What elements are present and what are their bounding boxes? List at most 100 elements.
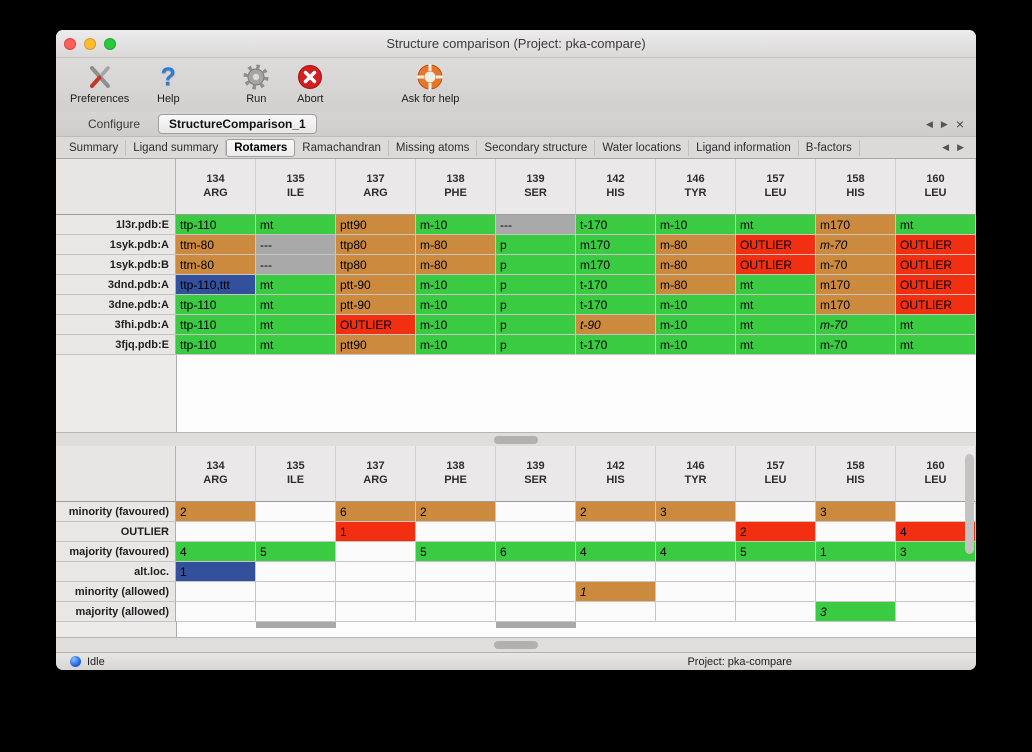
subtab-b-factors[interactable]: B-factors: [799, 139, 860, 156]
cell[interactable]: 6: [496, 542, 576, 562]
cell[interactable]: ttm-80: [176, 255, 256, 275]
row-label[interactable]: OUTLIER: [56, 522, 176, 542]
column-header[interactable]: 138 PHE: [416, 446, 496, 502]
cell[interactable]: 4: [176, 542, 256, 562]
cell[interactable]: [496, 602, 576, 622]
cell[interactable]: p: [496, 315, 576, 335]
cell[interactable]: ---: [496, 215, 576, 235]
cell[interactable]: m-10: [416, 315, 496, 335]
tab-configure[interactable]: Configure: [88, 117, 141, 131]
cell[interactable]: OUTLIER: [736, 255, 816, 275]
row-label[interactable]: majority (favoured): [56, 542, 176, 562]
cell[interactable]: m-10: [416, 295, 496, 315]
cell[interactable]: t-170: [576, 335, 656, 355]
cell[interactable]: m-10: [416, 335, 496, 355]
cell[interactable]: p: [496, 255, 576, 275]
cell[interactable]: [416, 522, 496, 542]
cell[interactable]: 2: [416, 502, 496, 522]
cell[interactable]: 4: [656, 542, 736, 562]
cell[interactable]: m-10: [656, 315, 736, 335]
minimize-window-button[interactable]: [84, 37, 96, 50]
cell[interactable]: [576, 522, 656, 542]
cell[interactable]: t-170: [576, 215, 656, 235]
cell[interactable]: [576, 562, 656, 582]
column-header[interactable]: 135 ILE: [256, 446, 336, 502]
row-label[interactable]: minority (allowed): [56, 582, 176, 602]
cell[interactable]: mt: [736, 295, 816, 315]
cell[interactable]: 3: [816, 502, 896, 522]
cell[interactable]: [336, 582, 416, 602]
column-header[interactable]: 134 ARG: [176, 159, 256, 215]
cell[interactable]: mt: [256, 335, 336, 355]
cell[interactable]: OUTLIER: [896, 235, 976, 255]
subtab-summary[interactable]: Summary: [62, 139, 127, 156]
cell[interactable]: m-80: [416, 235, 496, 255]
cell[interactable]: ---: [256, 235, 336, 255]
row-label[interactable]: 3dnd.pdb:A: [56, 275, 176, 295]
cell[interactable]: [256, 602, 336, 622]
cell[interactable]: mt: [256, 295, 336, 315]
cell[interactable]: [256, 562, 336, 582]
cell[interactable]: m-70: [816, 335, 896, 355]
cell[interactable]: [736, 562, 816, 582]
cell[interactable]: 2: [576, 502, 656, 522]
row-label[interactable]: 1syk.pdb:A: [56, 235, 176, 255]
cell[interactable]: [496, 522, 576, 542]
cell[interactable]: 1: [816, 542, 896, 562]
cell[interactable]: p: [496, 295, 576, 315]
cell[interactable]: m170: [576, 235, 656, 255]
cell[interactable]: ttp-110,ttt: [176, 275, 256, 295]
cell[interactable]: [896, 582, 976, 602]
run-button[interactable]: Run: [241, 62, 271, 105]
cell[interactable]: m-70: [816, 235, 896, 255]
column-header[interactable]: 137 ARG: [336, 159, 416, 215]
tab-prev-icon[interactable]: ◀: [925, 118, 933, 129]
cell[interactable]: [896, 602, 976, 622]
row-label[interactable]: majority (allowed): [56, 602, 176, 622]
column-header[interactable]: 158 HIS: [816, 446, 896, 502]
cell[interactable]: ttp80: [336, 255, 416, 275]
cell[interactable]: [496, 582, 576, 602]
cell[interactable]: OUTLIER: [896, 255, 976, 275]
cell[interactable]: OUTLIER: [896, 295, 976, 315]
cell[interactable]: 3: [816, 602, 896, 622]
row-label[interactable]: 3fjq.pdb:E: [56, 335, 176, 355]
cell[interactable]: [176, 522, 256, 542]
cell[interactable]: 3: [896, 542, 976, 562]
cell[interactable]: mt: [896, 215, 976, 235]
cell[interactable]: [336, 542, 416, 562]
cell[interactable]: [656, 602, 736, 622]
cell[interactable]: m-80: [416, 255, 496, 275]
cell[interactable]: m170: [576, 255, 656, 275]
cell[interactable]: ---: [256, 255, 336, 275]
cell[interactable]: mt: [256, 275, 336, 295]
column-header[interactable]: 157 LEU: [736, 446, 816, 502]
help-button[interactable]: ? Help: [153, 62, 183, 106]
cell[interactable]: 2: [176, 502, 256, 522]
cell[interactable]: [816, 562, 896, 582]
cell[interactable]: [416, 582, 496, 602]
cell[interactable]: ptt90: [336, 335, 416, 355]
cell[interactable]: p: [496, 235, 576, 255]
cell[interactable]: [256, 582, 336, 602]
cell[interactable]: [416, 602, 496, 622]
cell[interactable]: ttp-110: [176, 335, 256, 355]
column-header[interactable]: 160 LEU: [896, 446, 976, 502]
cell[interactable]: [336, 602, 416, 622]
cell[interactable]: mt: [736, 315, 816, 335]
cell[interactable]: ptt-90: [336, 275, 416, 295]
cell[interactable]: [256, 502, 336, 522]
cell[interactable]: [896, 562, 976, 582]
close-window-button[interactable]: [64, 37, 76, 50]
column-header[interactable]: 135 ILE: [256, 159, 336, 215]
cell[interactable]: m170: [816, 215, 896, 235]
cell[interactable]: 4: [896, 522, 976, 542]
subtab-secondary-structure[interactable]: Secondary structure: [477, 139, 596, 156]
bottom-splitter-grip[interactable]: [494, 641, 538, 649]
subtab-ramachandran[interactable]: Ramachandran: [295, 139, 389, 156]
cell[interactable]: m-10: [416, 275, 496, 295]
subtab-ligand-information[interactable]: Ligand information: [689, 139, 799, 156]
cell[interactable]: p: [496, 275, 576, 295]
cell[interactable]: m-10: [656, 215, 736, 235]
row-label[interactable]: 3fhi.pdb:A: [56, 315, 176, 335]
